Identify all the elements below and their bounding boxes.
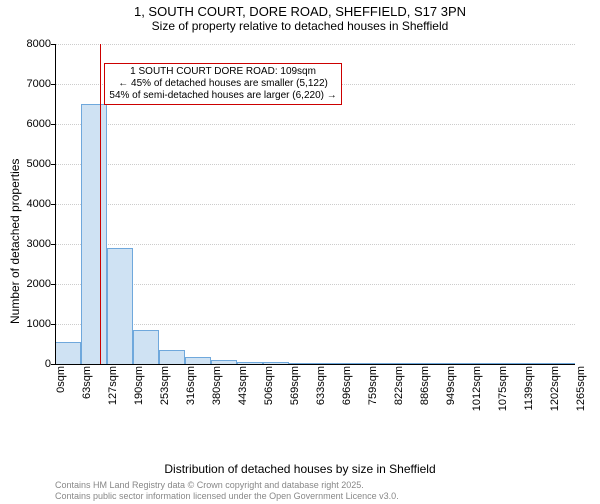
x-tick-label: 1202sqm <box>549 366 561 411</box>
y-tick-label: 7000 <box>27 78 51 90</box>
footer-line2: Contains public sector information licen… <box>55 491 399 502</box>
x-tick-label: 127sqm <box>107 366 119 405</box>
gridline <box>55 164 575 165</box>
chart-title-line1: 1, SOUTH COURT, DORE ROAD, SHEFFIELD, S1… <box>0 4 600 19</box>
x-tick-label: 1012sqm <box>471 366 483 411</box>
gridline <box>55 44 575 45</box>
x-tick-label: 253sqm <box>159 366 171 405</box>
x-tick-label: 63sqm <box>81 366 93 399</box>
histogram-bar <box>159 350 185 364</box>
y-tick-label: 3000 <box>27 238 51 250</box>
chart-plot-area: 0100020003000400050006000700080000sqm63s… <box>55 44 575 414</box>
x-axis-label: Distribution of detached houses by size … <box>0 462 600 476</box>
histogram-bar <box>133 330 159 364</box>
gridline <box>55 204 575 205</box>
annotation-line: 1 SOUTH COURT DORE ROAD: 109sqm <box>109 66 336 78</box>
y-tick-label: 8000 <box>27 38 51 50</box>
x-tick-label: 886sqm <box>419 366 431 405</box>
x-tick-label: 380sqm <box>211 366 223 405</box>
x-tick-label: 949sqm <box>445 366 457 405</box>
x-axis-line <box>55 364 575 365</box>
histogram-bar <box>185 357 211 364</box>
x-tick-label: 759sqm <box>367 366 379 405</box>
histogram-bar <box>107 248 133 364</box>
y-tick-label: 6000 <box>27 118 51 130</box>
gridline <box>55 244 575 245</box>
x-tick-label: 633sqm <box>315 366 327 405</box>
histogram-bar <box>81 104 107 364</box>
x-tick-label: 822sqm <box>393 366 405 405</box>
x-tick-label: 1265sqm <box>575 366 587 411</box>
gridline <box>55 284 575 285</box>
y-axis-line <box>55 44 56 364</box>
x-tick-label: 506sqm <box>263 366 275 405</box>
footer-attribution: Contains HM Land Registry data © Crown c… <box>55 480 399 502</box>
x-tick-label: 1075sqm <box>497 366 509 411</box>
annotation-line: 54% of semi-detached houses are larger (… <box>109 90 336 102</box>
gridline <box>55 124 575 125</box>
y-tick-label: 5000 <box>27 158 51 170</box>
chart-title-line2: Size of property relative to detached ho… <box>0 19 600 33</box>
x-tick-label: 696sqm <box>341 366 353 405</box>
footer-line1: Contains HM Land Registry data © Crown c… <box>55 480 399 491</box>
property-marker-line <box>100 44 101 364</box>
gridline <box>55 324 575 325</box>
y-tick-label: 1000 <box>27 318 51 330</box>
x-tick-label: 443sqm <box>237 366 249 405</box>
x-tick-label: 1139sqm <box>523 366 535 410</box>
annotation-line: ← 45% of detached houses are smaller (5,… <box>109 78 336 90</box>
x-tick-label: 190sqm <box>133 366 145 405</box>
histogram-bar <box>55 342 81 364</box>
y-tick-label: 2000 <box>27 278 51 290</box>
x-tick-label: 0sqm <box>55 366 67 393</box>
x-tick-label: 316sqm <box>185 366 197 405</box>
annotation-box: 1 SOUTH COURT DORE ROAD: 109sqm← 45% of … <box>104 63 341 105</box>
x-tick-label: 569sqm <box>289 366 301 405</box>
y-axis-label: Number of detached properties <box>8 159 22 324</box>
y-tick-label: 4000 <box>27 198 51 210</box>
